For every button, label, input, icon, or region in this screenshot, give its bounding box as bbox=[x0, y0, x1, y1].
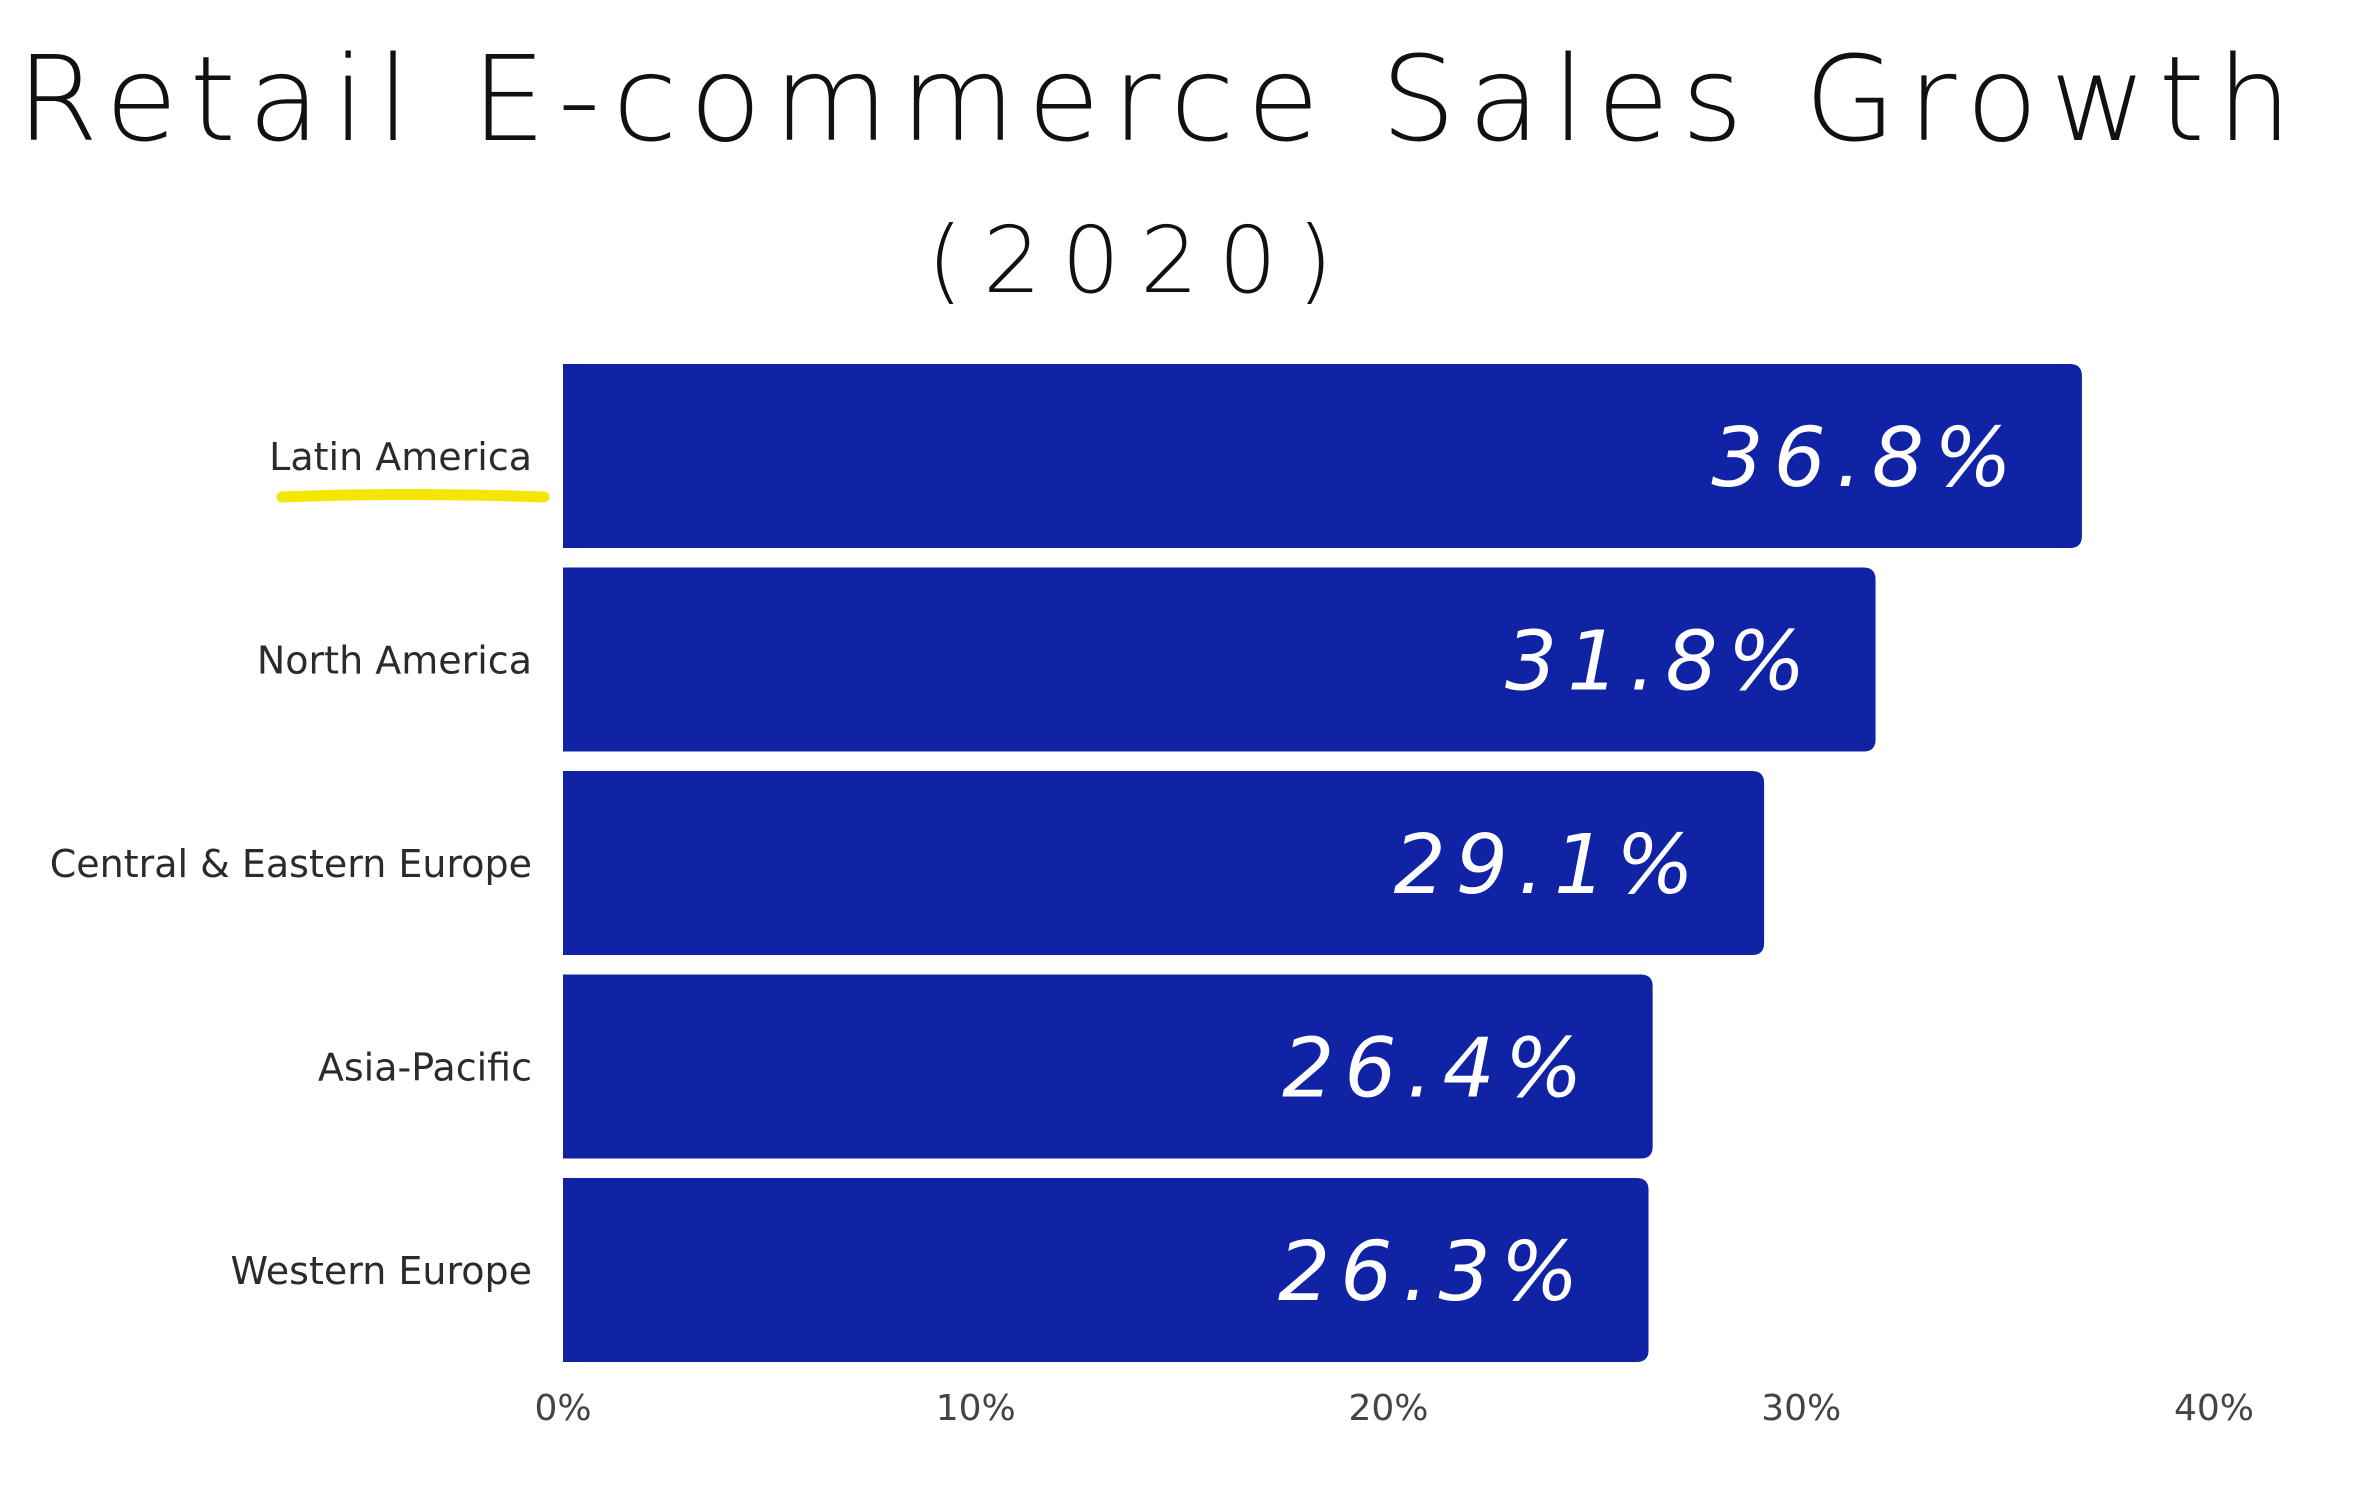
x-tick-label-2: 20% bbox=[1348, 1388, 1428, 1429]
category-label-2: Central & Eastern Europe bbox=[50, 842, 532, 886]
value-label-3: 26.4% bbox=[1282, 1022, 1593, 1117]
x-axis-ticks: 0% 10% 20% 30% 40% bbox=[534, 1388, 2254, 1429]
category-label-0: Latin America bbox=[269, 435, 532, 479]
category-label-1: North America bbox=[257, 639, 532, 683]
value-labels: 36.8% 31.8% 29.1% 26.4% 26.3% bbox=[1278, 411, 2022, 1320]
bar-4 bbox=[563, 1178, 1649, 1362]
bar-2 bbox=[563, 771, 1765, 955]
category-label-4: Western Europe bbox=[230, 1249, 532, 1293]
x-tick-label-0: 0% bbox=[534, 1388, 591, 1429]
bar-1 bbox=[563, 567, 1876, 752]
category-label-3: Asia-Pacific bbox=[318, 1046, 532, 1090]
x-tick-label-4: 40% bbox=[2174, 1388, 2254, 1429]
chart-title: Retail E-commerce Sales Growth bbox=[16, 30, 2303, 168]
bars-layer bbox=[563, 364, 2082, 1362]
x-tick-label-3: 30% bbox=[1761, 1388, 1841, 1429]
category-labels: Latin America North America Central & East… bbox=[50, 435, 550, 1293]
x-tick-label-1: 10% bbox=[936, 1388, 1016, 1429]
value-label-1: 31.8% bbox=[1505, 615, 1816, 710]
value-label-2: 29.1% bbox=[1394, 818, 1705, 913]
highlight-underline bbox=[276, 489, 550, 503]
value-label-0: 36.8% bbox=[1711, 411, 2022, 506]
value-label-4: 26.3% bbox=[1278, 1225, 1589, 1320]
chart-subtitle: (2020) bbox=[927, 207, 1353, 314]
bar-3 bbox=[563, 974, 1653, 1159]
bar-0 bbox=[563, 364, 2082, 548]
